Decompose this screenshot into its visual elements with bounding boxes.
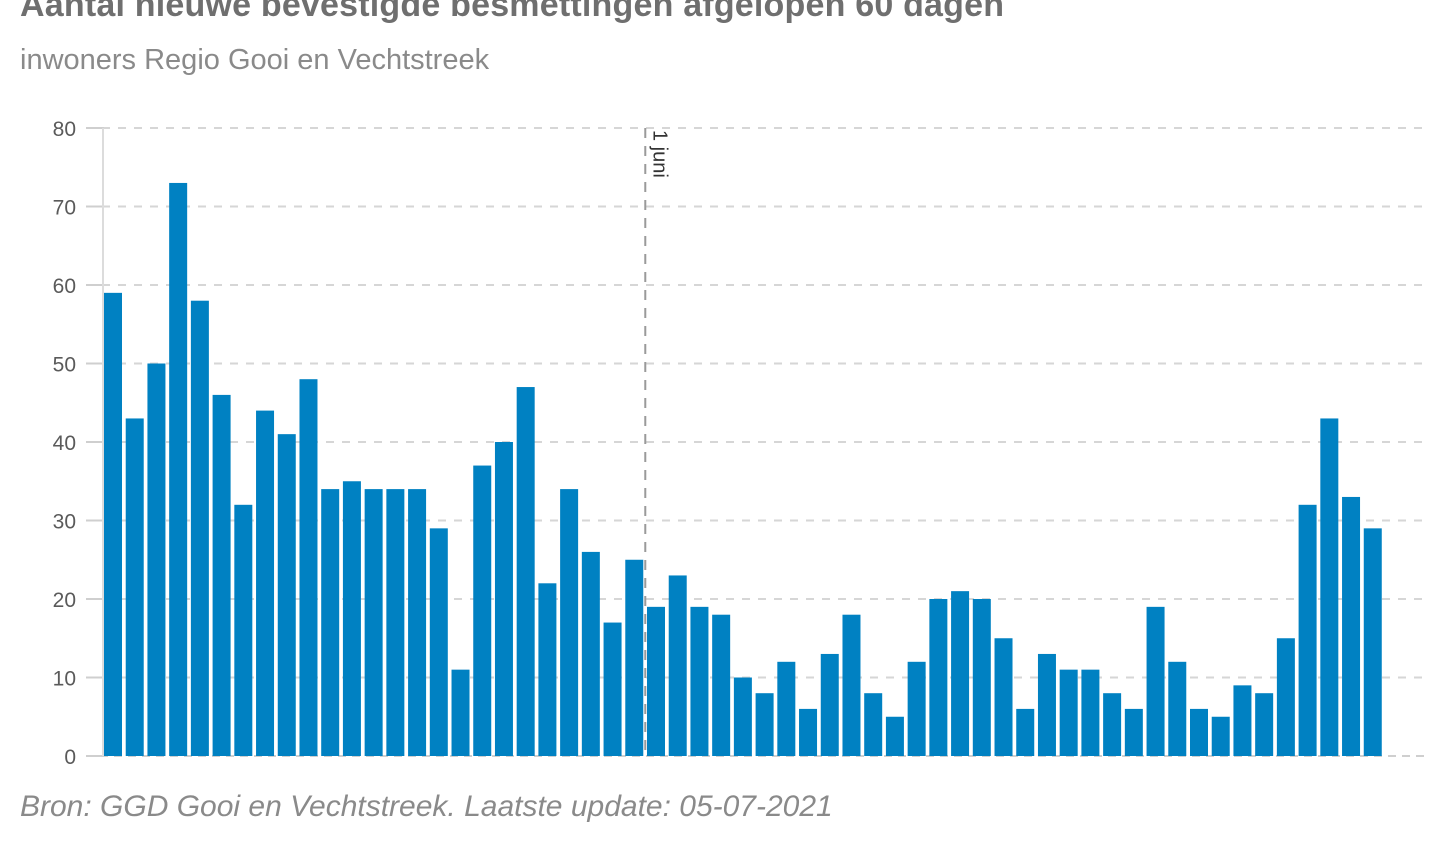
y-tick-label-30: 30 [53,511,76,534]
y-tick-label-20: 20 [53,589,76,612]
bar-7 [234,504,253,756]
bars [104,182,1382,756]
bar-40 [951,591,970,756]
bar-28 [690,606,709,756]
bar-10 [299,379,318,756]
bar-47 [1103,693,1122,756]
bar-37 [885,716,904,756]
bar-5 [190,300,209,756]
bar-38 [907,661,926,756]
annotation-label-1: 1 juni [648,130,670,178]
bar-8 [256,410,275,756]
bar-12 [342,481,361,756]
bar-42 [994,638,1013,756]
bar-23 [581,551,600,756]
bar-26 [647,606,665,756]
y-tick-label-80: 80 [53,118,76,141]
y-tick-label-70: 70 [53,197,76,220]
bar-36 [864,693,883,756]
bar-13 [364,489,383,756]
bar-58 [1342,496,1361,756]
bar-41 [972,599,991,756]
bar-31 [755,693,774,756]
y-tick-label-10: 10 [53,668,76,691]
bar-3 [147,363,166,756]
bar-55 [1276,638,1295,756]
y-tick-label-40: 40 [53,432,76,455]
bar-29 [712,614,731,756]
annotations: 1 juni [644,128,670,756]
bar-4 [169,182,188,756]
bar-33 [799,708,818,756]
bar-48 [1124,708,1143,756]
bar-52 [1211,716,1230,756]
bar-53 [1233,685,1252,756]
source-note: Bron: GGD Gooi en Vechtstreek. Laatste u… [20,790,833,823]
bar-19 [494,442,513,756]
bar-35 [842,614,861,756]
bar-50 [1168,661,1187,756]
y-tick-label-50: 50 [53,354,76,377]
bar-9 [277,434,296,756]
bar-25 [625,559,644,756]
y-axis: 0 10 20 30 40 50 60 70 80 [53,118,104,769]
bar-54 [1255,693,1274,756]
bar-44 [1037,653,1056,756]
chart-subtitle: inwoners Regio Gooi en Vechtstreek [20,44,490,76]
bar-30 [733,677,752,756]
bar-15 [408,489,427,756]
bar-49 [1146,606,1165,756]
bar-22 [560,489,579,756]
y-tick-label-0: 0 [64,746,76,769]
bar-11 [321,489,340,756]
bar-17 [451,669,470,756]
chart-title: Aantal nieuwe bevestigde besmettingen af… [20,0,1005,24]
bar-39 [929,599,948,756]
bar-18 [473,465,492,756]
y-tick-label-60: 60 [53,275,76,298]
bar-14 [386,489,405,756]
bar-45 [1059,669,1078,756]
bar-2 [125,418,144,756]
bar-1 [104,292,122,756]
bar-51 [1190,708,1208,756]
bar-32 [777,661,796,756]
bar-24 [603,622,622,756]
bar-34 [820,653,839,756]
bar-20 [516,387,535,756]
bar-57 [1320,418,1339,756]
bar-27 [668,575,687,756]
bar-46 [1081,669,1100,756]
bar-56 [1298,504,1317,756]
bar-16 [429,528,448,756]
bar-21 [538,583,557,756]
bar-6 [212,394,231,756]
bar-43 [1016,708,1035,756]
bar-59 [1363,528,1382,756]
